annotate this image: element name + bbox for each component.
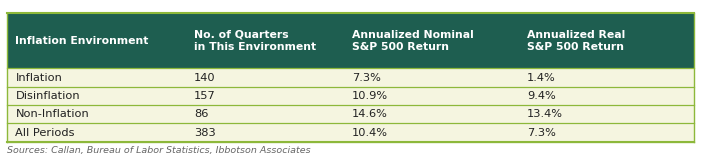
Text: Inflation Environment: Inflation Environment xyxy=(15,36,149,46)
Bar xyxy=(7,105,694,123)
Text: 140: 140 xyxy=(194,73,216,83)
Text: Disinflation: Disinflation xyxy=(15,91,80,101)
Text: Sources: Callan, Bureau of Labor Statistics, Ibbotson Associates: Sources: Callan, Bureau of Labor Statist… xyxy=(7,146,311,155)
Text: 383: 383 xyxy=(194,128,216,138)
Bar xyxy=(7,13,694,68)
Text: Inflation: Inflation xyxy=(15,73,62,83)
Text: 7.3%: 7.3% xyxy=(527,128,556,138)
Text: 157: 157 xyxy=(194,91,216,101)
Text: 10.9%: 10.9% xyxy=(352,91,388,101)
Text: 13.4%: 13.4% xyxy=(527,109,563,119)
Text: 7.3%: 7.3% xyxy=(352,73,381,83)
Bar xyxy=(7,87,694,105)
Text: 1.4%: 1.4% xyxy=(527,73,556,83)
Text: 10.4%: 10.4% xyxy=(352,128,388,138)
Text: 14.6%: 14.6% xyxy=(352,109,388,119)
Text: Annualized Nominal
S&P 500 Return: Annualized Nominal S&P 500 Return xyxy=(352,30,474,52)
Text: Non-Inflation: Non-Inflation xyxy=(15,109,89,119)
Bar xyxy=(7,123,694,142)
Text: 9.4%: 9.4% xyxy=(527,91,556,101)
Text: All Periods: All Periods xyxy=(15,128,75,138)
Text: Annualized Real
S&P 500 Return: Annualized Real S&P 500 Return xyxy=(527,30,625,52)
Text: No. of Quarters
in This Environment: No. of Quarters in This Environment xyxy=(194,30,316,52)
Text: 86: 86 xyxy=(194,109,208,119)
Bar xyxy=(7,68,694,87)
